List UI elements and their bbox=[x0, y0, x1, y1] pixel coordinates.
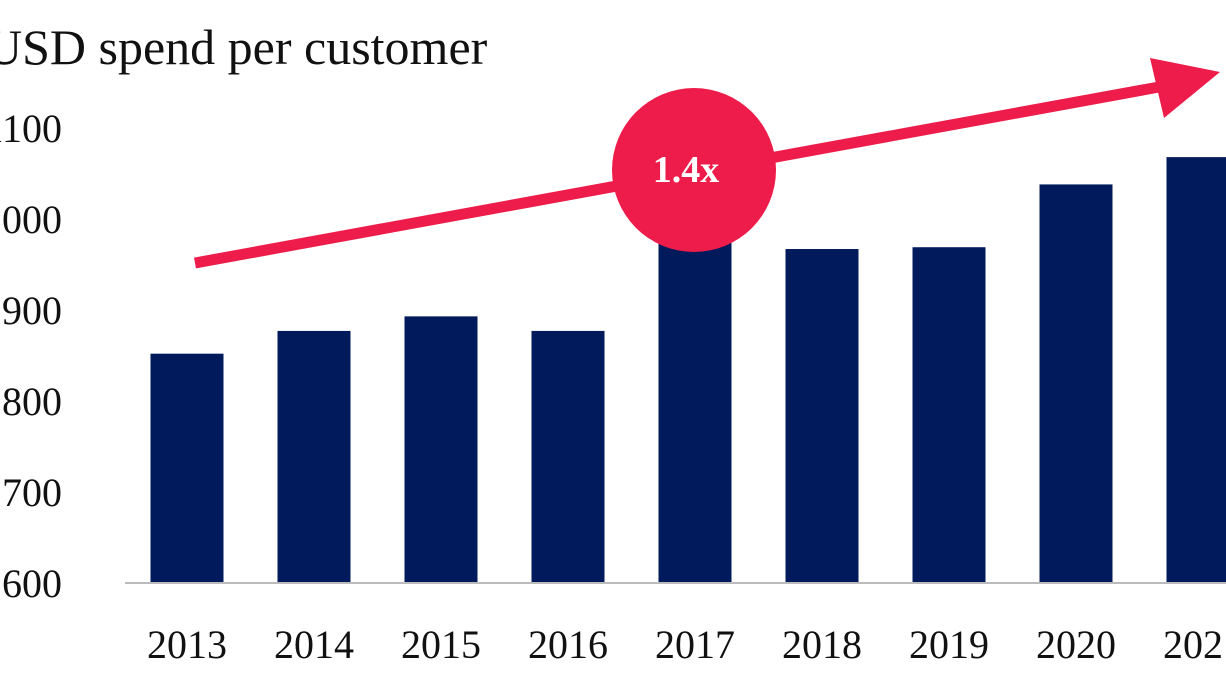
x-tick-label: 2016 bbox=[528, 622, 608, 667]
x-tick-label: 2014 bbox=[274, 622, 354, 667]
annotation-badge bbox=[612, 88, 776, 252]
x-tick-label: 2015 bbox=[401, 622, 481, 667]
y-tick-label: 900 bbox=[2, 288, 62, 333]
y-tick-label: 1100 bbox=[0, 106, 62, 151]
y-tick-label: 600 bbox=[2, 561, 62, 606]
bar bbox=[1039, 184, 1113, 584]
arrow-head bbox=[1150, 58, 1220, 118]
plot-area: 600 700 800 900 1000 1100 2013 2014 2015 2016 2017… bbox=[0, 106, 1226, 667]
annotation-layer: 1.4x bbox=[194, 58, 1220, 269]
bar bbox=[277, 330, 351, 583]
x-tick-label: 2020 bbox=[1036, 622, 1116, 667]
y-tick-label: 1000 bbox=[0, 197, 62, 242]
bar bbox=[1166, 157, 1226, 583]
chart-title: USD spend per customer bbox=[0, 19, 488, 75]
x-tick-label: 2019 bbox=[909, 622, 989, 667]
bar bbox=[658, 211, 732, 583]
y-tick-label: 800 bbox=[2, 379, 62, 424]
bar bbox=[150, 353, 224, 583]
x-tick-label: 2017 bbox=[655, 622, 735, 667]
x-tick-label: 2018 bbox=[782, 622, 862, 667]
bar bbox=[404, 316, 478, 583]
bar bbox=[912, 247, 986, 583]
x-tick-label: 2013 bbox=[147, 622, 227, 667]
annotation-text: 1.4x bbox=[653, 149, 720, 191]
y-tick-label: 700 bbox=[2, 470, 62, 515]
bar bbox=[785, 249, 859, 583]
bar bbox=[531, 330, 605, 583]
